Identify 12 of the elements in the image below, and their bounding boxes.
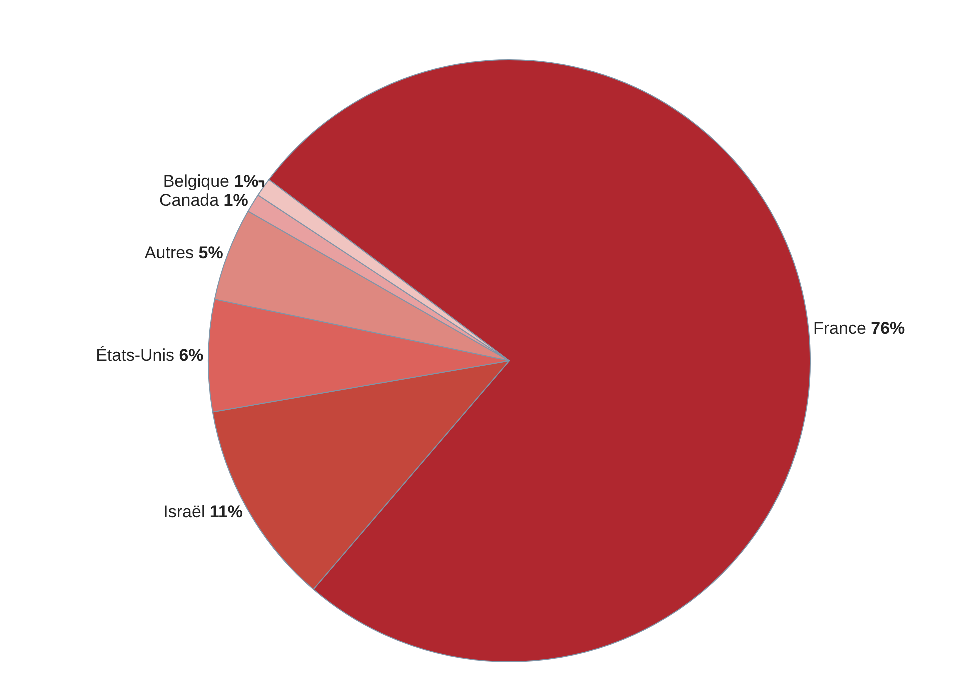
data-label: 6%	[179, 346, 204, 366]
data-label: 76%	[871, 318, 906, 338]
slice-label: Belgique	[163, 172, 230, 192]
slice-label: Canada	[160, 191, 220, 210]
data-label: 5%	[198, 243, 224, 262]
slice-label: États-Unis	[96, 346, 174, 366]
slice-label: France	[813, 318, 866, 338]
slice-label: Israël	[164, 502, 206, 522]
data-label: 11%	[210, 502, 244, 522]
data-label: 1%	[234, 172, 259, 192]
slice-label: Autres	[144, 243, 194, 262]
data-label: 1%	[224, 191, 248, 210]
